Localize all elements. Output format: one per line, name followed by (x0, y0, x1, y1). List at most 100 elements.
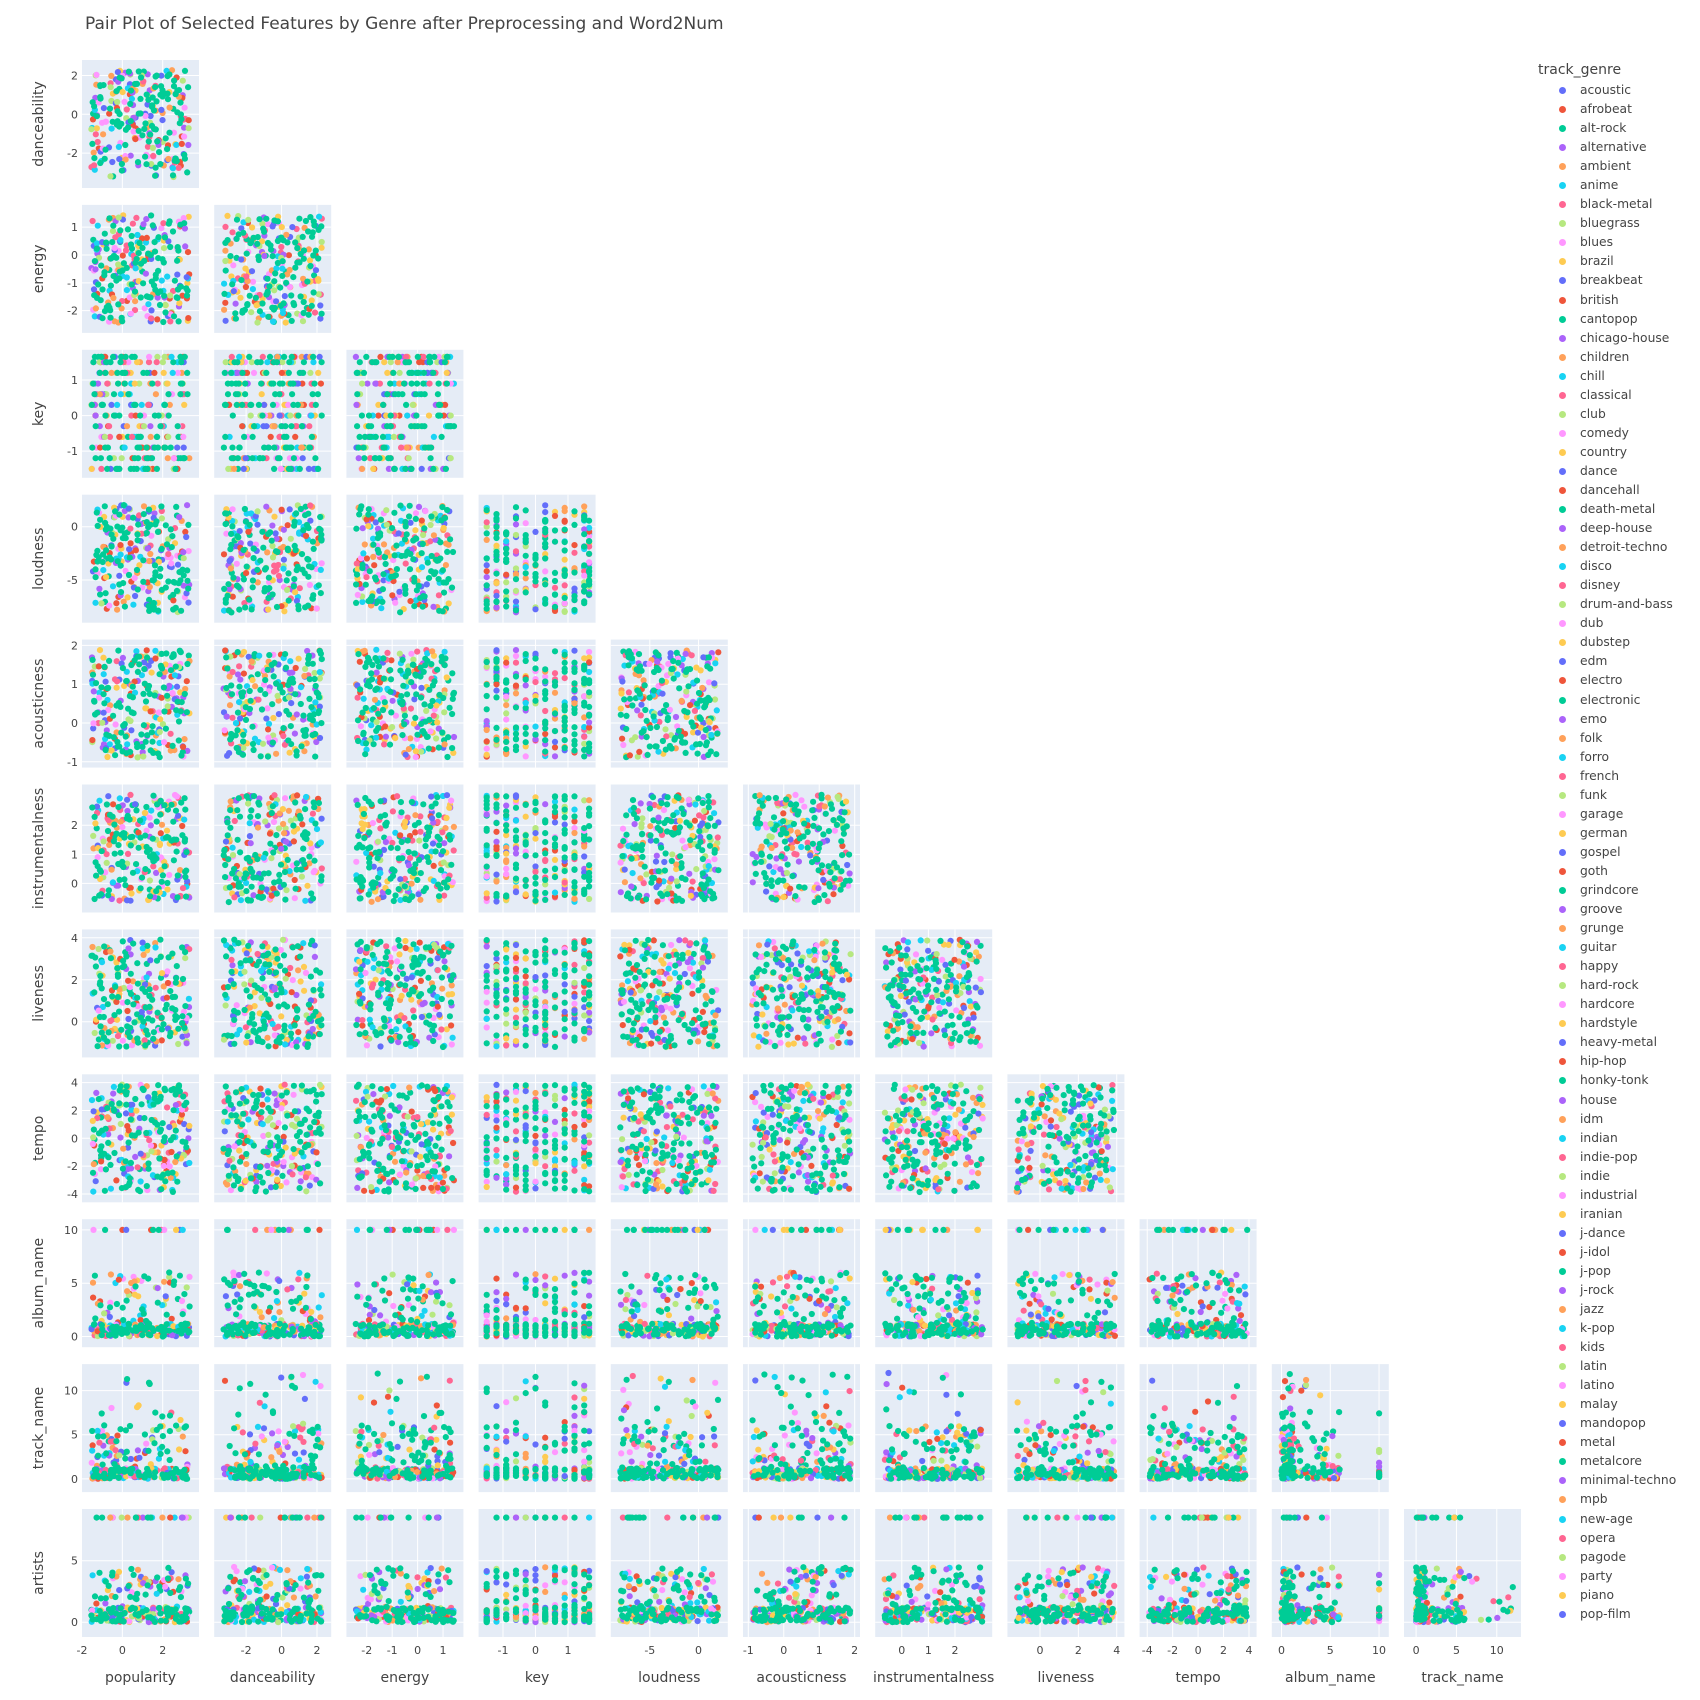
panel-instrumentalness-vs-energy[interactable] (346, 785, 463, 913)
panel-energy-vs-danceability[interactable] (214, 205, 331, 333)
point (581, 700, 587, 706)
point (173, 142, 179, 148)
point (586, 551, 592, 557)
point (91, 155, 97, 161)
point (117, 111, 123, 117)
point (292, 731, 298, 737)
point (523, 539, 529, 545)
panel-danceability-vs-popularity[interactable] (82, 60, 199, 188)
point (319, 413, 325, 419)
point (542, 725, 548, 731)
point (255, 894, 261, 900)
point (697, 714, 703, 720)
panel-key-vs-popularity[interactable] (82, 350, 199, 478)
point (228, 798, 234, 804)
panel-key-vs-energy[interactable] (346, 350, 463, 478)
point (359, 565, 365, 571)
point (170, 165, 176, 171)
point (532, 571, 538, 577)
point (236, 445, 242, 451)
point (161, 370, 167, 376)
point (703, 727, 709, 733)
point (98, 869, 104, 875)
panel-instrumentalness-vs-key[interactable] (479, 785, 596, 913)
point (291, 583, 297, 589)
point (586, 713, 592, 719)
point (542, 502, 548, 508)
panel-loudness-vs-popularity[interactable] (82, 495, 199, 623)
point (138, 261, 144, 267)
point (362, 648, 368, 654)
point (268, 434, 274, 440)
point (271, 879, 277, 885)
point (128, 834, 134, 840)
point (416, 504, 422, 510)
point (390, 698, 396, 704)
point (304, 831, 310, 837)
point (132, 402, 138, 408)
point (112, 851, 118, 857)
point (288, 536, 294, 542)
point (100, 131, 106, 137)
point (493, 524, 499, 530)
point (571, 586, 577, 592)
panel-energy-vs-popularity[interactable] (82, 205, 199, 333)
point (318, 590, 324, 596)
panel-acousticness-vs-energy[interactable] (346, 640, 463, 768)
point (157, 671, 163, 677)
point (99, 848, 105, 854)
point (581, 573, 587, 579)
point (260, 423, 266, 429)
point (237, 295, 243, 301)
point (275, 218, 281, 224)
point (161, 245, 167, 251)
panel-instrumentalness-vs-danceability[interactable] (214, 785, 331, 913)
point (118, 730, 124, 736)
point (523, 731, 529, 737)
point (154, 819, 160, 825)
point (310, 811, 316, 817)
point (105, 828, 111, 834)
point (581, 531, 587, 537)
point (241, 547, 247, 553)
point (282, 897, 288, 903)
point (271, 792, 277, 798)
panel-key-vs-danceability[interactable] (214, 350, 331, 478)
point (361, 730, 367, 736)
point (679, 739, 685, 745)
point (397, 832, 403, 838)
point (158, 830, 164, 836)
panel-loudness-vs-energy[interactable] (346, 495, 463, 623)
point (144, 530, 150, 536)
point (694, 701, 700, 707)
point (165, 73, 171, 79)
point (229, 715, 235, 721)
point (665, 717, 671, 723)
point (175, 699, 181, 705)
point (236, 795, 242, 801)
panel-acousticness-vs-loudness[interactable] (611, 640, 728, 768)
point (387, 742, 393, 748)
panel-instrumentalness-vs-popularity[interactable] (82, 785, 199, 913)
point (298, 684, 304, 690)
point (230, 594, 236, 600)
point (147, 132, 153, 138)
panel-acousticness-vs-popularity[interactable] (82, 640, 199, 768)
panel-acousticness-vs-key[interactable] (479, 640, 596, 768)
point (130, 221, 136, 227)
point (126, 69, 132, 75)
point (132, 593, 138, 599)
point (392, 600, 398, 606)
panel-acousticness-vs-danceability[interactable] (214, 640, 331, 768)
panel-loudness-vs-danceability[interactable] (214, 495, 331, 623)
point (297, 585, 303, 591)
point (232, 818, 238, 824)
point (411, 721, 417, 727)
point (97, 517, 103, 523)
y-tick-label: 0 (71, 249, 78, 262)
point (402, 583, 408, 589)
point (143, 271, 149, 277)
panel-loudness-vs-key[interactable] (479, 495, 596, 623)
point (274, 604, 280, 610)
